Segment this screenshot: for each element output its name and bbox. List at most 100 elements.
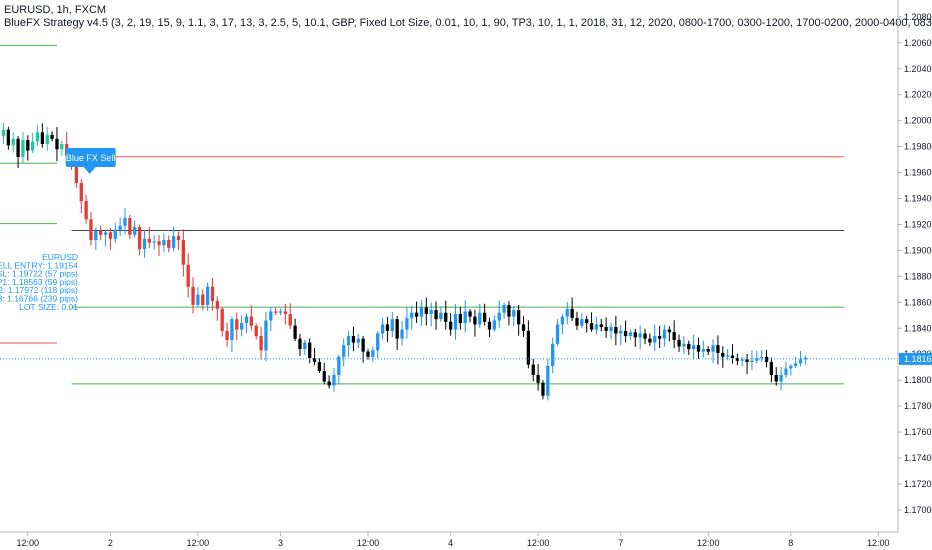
- candle-body: [332, 374, 336, 386]
- candle-body: [725, 355, 730, 357]
- candle: [497, 300, 501, 328]
- candle-body: [662, 329, 667, 339]
- candle-body: [575, 317, 579, 326]
- candle: [366, 348, 370, 360]
- candle-body: [492, 320, 497, 330]
- candle: [400, 320, 404, 346]
- candle-body: [94, 230, 98, 241]
- candle: [278, 308, 283, 315]
- candle-body: [264, 320, 268, 351]
- candle: [152, 234, 156, 250]
- candle: [133, 220, 137, 238]
- candle: [269, 307, 273, 332]
- candle: [414, 301, 419, 323]
- candle-body: [322, 371, 326, 382]
- candle: [779, 366, 783, 391]
- candle: [157, 234, 161, 256]
- candle-body: [468, 311, 472, 317]
- candle: [439, 306, 443, 322]
- candle: [716, 335, 720, 365]
- candle: [371, 346, 375, 362]
- candle: [118, 217, 122, 236]
- candle: [774, 367, 778, 386]
- candle-body: [585, 319, 589, 324]
- candle-body: [517, 310, 521, 325]
- candle-body: [152, 241, 156, 243]
- candle: [424, 297, 428, 326]
- candle-body: [303, 342, 307, 350]
- candle-body: [342, 345, 346, 357]
- candle: [220, 306, 224, 337]
- candle-body: [230, 319, 234, 340]
- candle-body: [376, 333, 380, 351]
- candle-body: [434, 310, 438, 320]
- candle-body: [147, 238, 151, 243]
- candle-body: [473, 316, 477, 325]
- candle: [619, 324, 623, 346]
- time-tick-label: 8: [788, 538, 793, 548]
- candle-body: [60, 144, 64, 150]
- candle-body: [711, 345, 715, 352]
- candle-body: [133, 227, 137, 235]
- candle: [390, 311, 394, 338]
- candle: [94, 227, 98, 251]
- candle-body: [103, 232, 108, 235]
- candle: [546, 358, 550, 401]
- candle: [633, 328, 637, 347]
- candle-body: [599, 324, 603, 327]
- candle-body: [798, 359, 803, 364]
- candle: [585, 315, 589, 333]
- candle: [526, 320, 531, 369]
- candle: [147, 226, 151, 248]
- time-tick-label: 12:00: [697, 538, 720, 548]
- candle-body: [536, 374, 540, 383]
- candle: [798, 351, 803, 367]
- candle: [99, 225, 103, 241]
- candle: [512, 305, 516, 327]
- candle-body: [327, 381, 331, 386]
- candle-body: [235, 319, 239, 330]
- candle: [721, 346, 725, 368]
- candle-body: [274, 311, 278, 313]
- time-tick-label: 12:00: [17, 538, 40, 548]
- candle-body: [137, 227, 142, 250]
- candle-body: [11, 138, 15, 146]
- candle-body: [687, 343, 691, 350]
- time-axis[interactable]: 12:00 2 12:00 3 12:00 4 12:00 7 12:00 8 12:00: [0, 531, 898, 548]
- candle: [298, 333, 302, 357]
- candle: [687, 340, 691, 356]
- time-tick-label: 12:00: [357, 538, 380, 548]
- candle-body: [225, 330, 229, 340]
- candle-body: [410, 312, 414, 318]
- last-price-tag: [899, 352, 932, 365]
- candle: [11, 132, 15, 153]
- candle-body: [385, 324, 390, 331]
- candle: [517, 305, 521, 336]
- price-tick-label: 1.17600: [904, 427, 932, 437]
- candle: [171, 226, 176, 252]
- candle: [303, 339, 307, 355]
- candle: [701, 340, 705, 358]
- candle-body: [269, 311, 273, 321]
- price-tick-label: 1.20400: [904, 64, 932, 74]
- candle-body: [201, 294, 205, 305]
- candle-body: [682, 343, 686, 347]
- price-tick-label: 1.18800: [904, 271, 932, 281]
- chart-symbol-title: EURUSD, 1h, FXCM: [4, 4, 107, 16]
- candle: [555, 319, 560, 347]
- candle-body: [755, 358, 759, 361]
- candle-body: [521, 324, 526, 331]
- candle: [730, 344, 735, 364]
- candle: [794, 356, 798, 368]
- price-axis[interactable]: 1.17000 1.17200 1.17400 1.17600 1.17800 1.180…: [897, 0, 932, 532]
- price-tick-label: 1.17400: [904, 453, 932, 463]
- candle-body: [312, 358, 317, 363]
- sell-signal-marker[interactable]: Blue FX Sell: [65, 148, 116, 174]
- candle-body: [220, 308, 224, 331]
- candle: [205, 282, 210, 311]
- candle: [643, 328, 647, 345]
- candle-body: [74, 162, 79, 183]
- candle: [259, 326, 263, 360]
- candle: [235, 312, 239, 341]
